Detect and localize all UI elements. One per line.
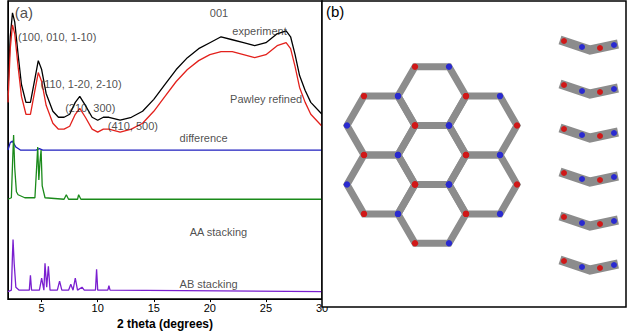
- svg-text:(a): (a): [15, 4, 33, 21]
- svg-text:001: 001: [210, 7, 228, 19]
- svg-text:AA stacking: AA stacking: [190, 226, 247, 238]
- svg-text:(210, 300): (210, 300): [65, 102, 115, 114]
- svg-text:AB stacking: AB stacking: [180, 278, 238, 290]
- svg-text:10: 10: [92, 302, 104, 314]
- svg-text:(410, 500): (410, 500): [108, 120, 158, 132]
- svg-text:20: 20: [204, 302, 216, 314]
- svg-text:(110, 1-20, 2-10): (110, 1-20, 2-10): [41, 78, 122, 90]
- svg-text:2 theta (degrees): 2 theta (degrees): [117, 317, 213, 331]
- svg-text:25: 25: [260, 302, 272, 314]
- svg-text:(100, 010, 1-10): (100, 010, 1-10): [18, 31, 96, 43]
- svg-text:experiment: experiment: [232, 25, 286, 37]
- svg-text:(b): (b): [326, 3, 344, 20]
- svg-text:difference: difference: [180, 132, 228, 144]
- svg-text:5: 5: [39, 302, 45, 314]
- svg-text:Pawley refined: Pawley refined: [230, 93, 302, 105]
- svg-text:15: 15: [148, 302, 160, 314]
